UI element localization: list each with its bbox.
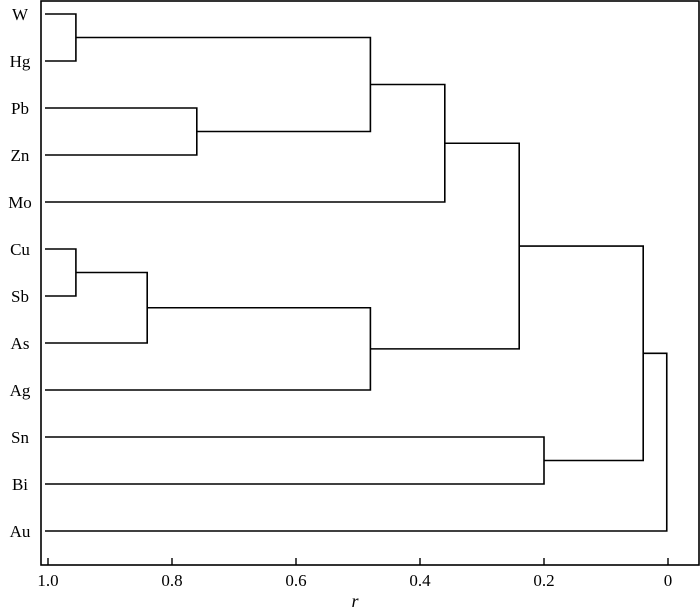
x-tick-label: 1.0: [37, 571, 58, 590]
plot-frame: [40, 0, 700, 566]
leaf-label-mo: Mo: [8, 193, 32, 212]
x-axis-title: r: [351, 591, 359, 608]
merge-link-3: [75, 36, 372, 133]
leaf-label-hg: Hg: [10, 52, 31, 71]
merge-link-4: [45, 83, 446, 203]
merge-link-9: [45, 436, 545, 485]
leaf-label-w: W: [12, 5, 29, 24]
leaf-label-cu: Cu: [10, 240, 30, 259]
leaf-label-sb: Sb: [11, 287, 29, 306]
dendrogram-links: [45, 13, 668, 532]
leaf-label-ag: Ag: [10, 381, 31, 400]
merge-link-10: [519, 245, 644, 462]
leaf-labels: W Hg Pb Zn Mo Cu Sb As Ag Sn Bi Au: [8, 5, 32, 541]
x-tick-label: 0: [664, 571, 673, 590]
leaf-label-au: Au: [10, 522, 31, 541]
merge-link-5: [45, 248, 77, 297]
leaf-label-pb: Pb: [11, 99, 29, 118]
x-tick-label: 0.4: [409, 571, 431, 590]
leaf-label-zn: Zn: [11, 146, 30, 165]
merge-link-1: [45, 13, 77, 62]
merge-link-6: [45, 271, 148, 344]
merge-link-11: [45, 352, 668, 532]
x-tick-label: 0.6: [285, 571, 306, 590]
merge-link-2: [45, 107, 198, 156]
leaf-label-as: As: [11, 334, 30, 353]
leaf-label-bi: Bi: [12, 475, 28, 494]
leaf-label-sn: Sn: [11, 428, 29, 447]
merge-link-7: [45, 306, 372, 391]
x-tick-label: 0.2: [533, 571, 554, 590]
x-axis: 1.0 0.8 0.6 0.4 0.2 0: [37, 558, 672, 590]
x-tick-label: 0.8: [161, 571, 182, 590]
